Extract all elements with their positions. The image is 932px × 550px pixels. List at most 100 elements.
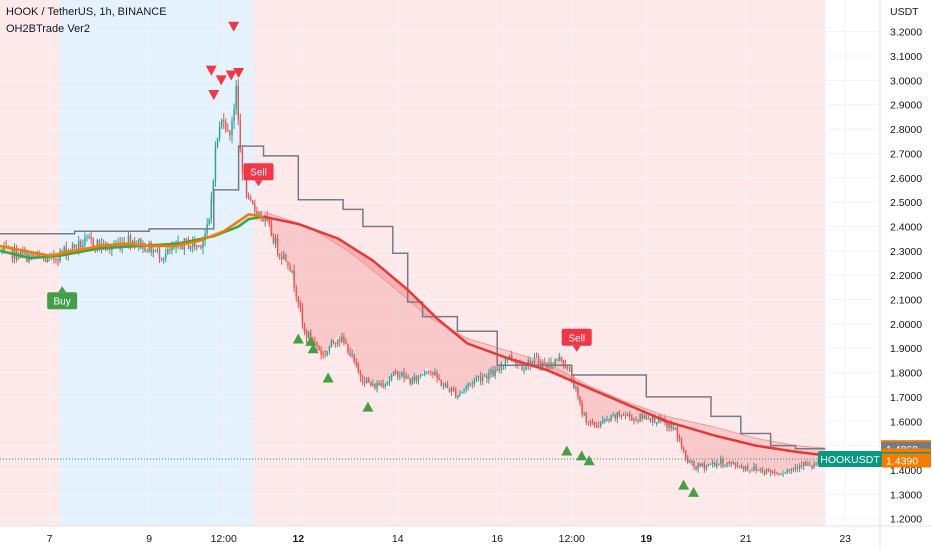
candle-body [131,240,134,246]
candle-body [359,371,362,377]
candle-body [769,470,772,473]
time-tick: 12:00 [559,533,585,545]
price-tick: 1.8000 [890,368,922,380]
candle-body [800,464,803,467]
sell-signal-label: Sell [561,328,592,352]
label-text: Sell [568,333,585,344]
candle-body [469,383,471,385]
candle-body [778,474,780,476]
time-tick: 9 [146,533,152,545]
price-tick: 2.7000 [890,148,922,160]
candle-body [465,386,467,390]
candle-body [320,350,322,355]
candle-body [608,419,610,421]
buy-marker-up [688,486,700,497]
candle-body [436,372,438,379]
candle-body [459,393,461,396]
candle-body [330,340,333,348]
candle-body [86,237,88,239]
price-tick: 3.2000 [890,27,922,39]
candle-body [618,411,621,416]
candle-body [260,211,262,218]
candle-body [631,417,633,421]
candle-body [670,423,672,429]
candle-body [709,463,712,465]
candle-body [477,376,480,378]
candle-body [30,253,32,255]
candle-body [484,375,486,378]
candle-body [649,418,652,422]
candle-body [674,427,677,429]
buy-marker-up [678,479,690,490]
sell-marker-down [233,68,245,79]
candle-body [678,437,681,440]
candle-body [722,459,724,467]
candle-body [417,375,420,381]
candle-body [479,376,482,381]
candle-body [600,422,602,427]
candle-body [581,403,583,415]
candle-body [583,413,585,415]
candle-body [755,466,757,471]
candle-body [299,302,302,308]
candle-body [138,239,140,245]
candle-body [44,258,47,263]
candle-body [759,469,761,471]
candle-body [711,462,714,464]
candle-body [575,387,577,389]
candle-body [610,415,612,421]
candle-body [446,384,449,389]
price-tag-text: 1.4390 [886,455,918,467]
candle-body [635,418,637,420]
candle-body [535,357,538,359]
candle-body [368,379,370,383]
candle-body [254,204,256,211]
candle-body [732,462,735,464]
time-tick: 14 [392,533,404,545]
candle-body [150,242,152,253]
candle-body [55,259,57,261]
candle-body [790,468,793,471]
candle-body [724,465,726,467]
candle-body [272,235,275,244]
candle-body [382,383,384,387]
candle-body [438,378,440,380]
candle-body [461,391,463,394]
candle-body [720,459,722,465]
time-axis-panel [0,526,932,550]
candle-body [316,342,318,347]
candle-body [643,415,645,419]
candle-body [620,415,623,417]
price-tick: 1.3000 [890,489,922,501]
candle-body [24,252,26,254]
price-tick: 2.2000 [890,270,922,282]
candle-body [407,376,409,379]
candle-body [133,240,136,246]
candle-body [328,347,331,351]
candle-body [774,472,776,474]
candle-body [593,422,596,426]
candle-body [196,245,198,247]
downtrend-cloud [263,216,826,473]
buy-marker-up [305,335,317,346]
candle-body [612,415,614,417]
candle-body [73,244,76,248]
candle-body [684,450,687,458]
candle-body [71,244,74,252]
candle-body [624,415,627,417]
candle-body [322,354,324,356]
candle-body [508,355,511,358]
candle-body [597,425,600,427]
candle-body [268,220,271,223]
candle-body [668,423,670,428]
candle-body [392,371,395,376]
candle-body [452,388,455,391]
candle-body [531,361,534,367]
candle-body [208,218,210,225]
candle-body [214,146,217,181]
candle-body [245,175,248,197]
candle-body [401,372,403,376]
candle-body [189,246,192,249]
candle-body [227,130,229,132]
